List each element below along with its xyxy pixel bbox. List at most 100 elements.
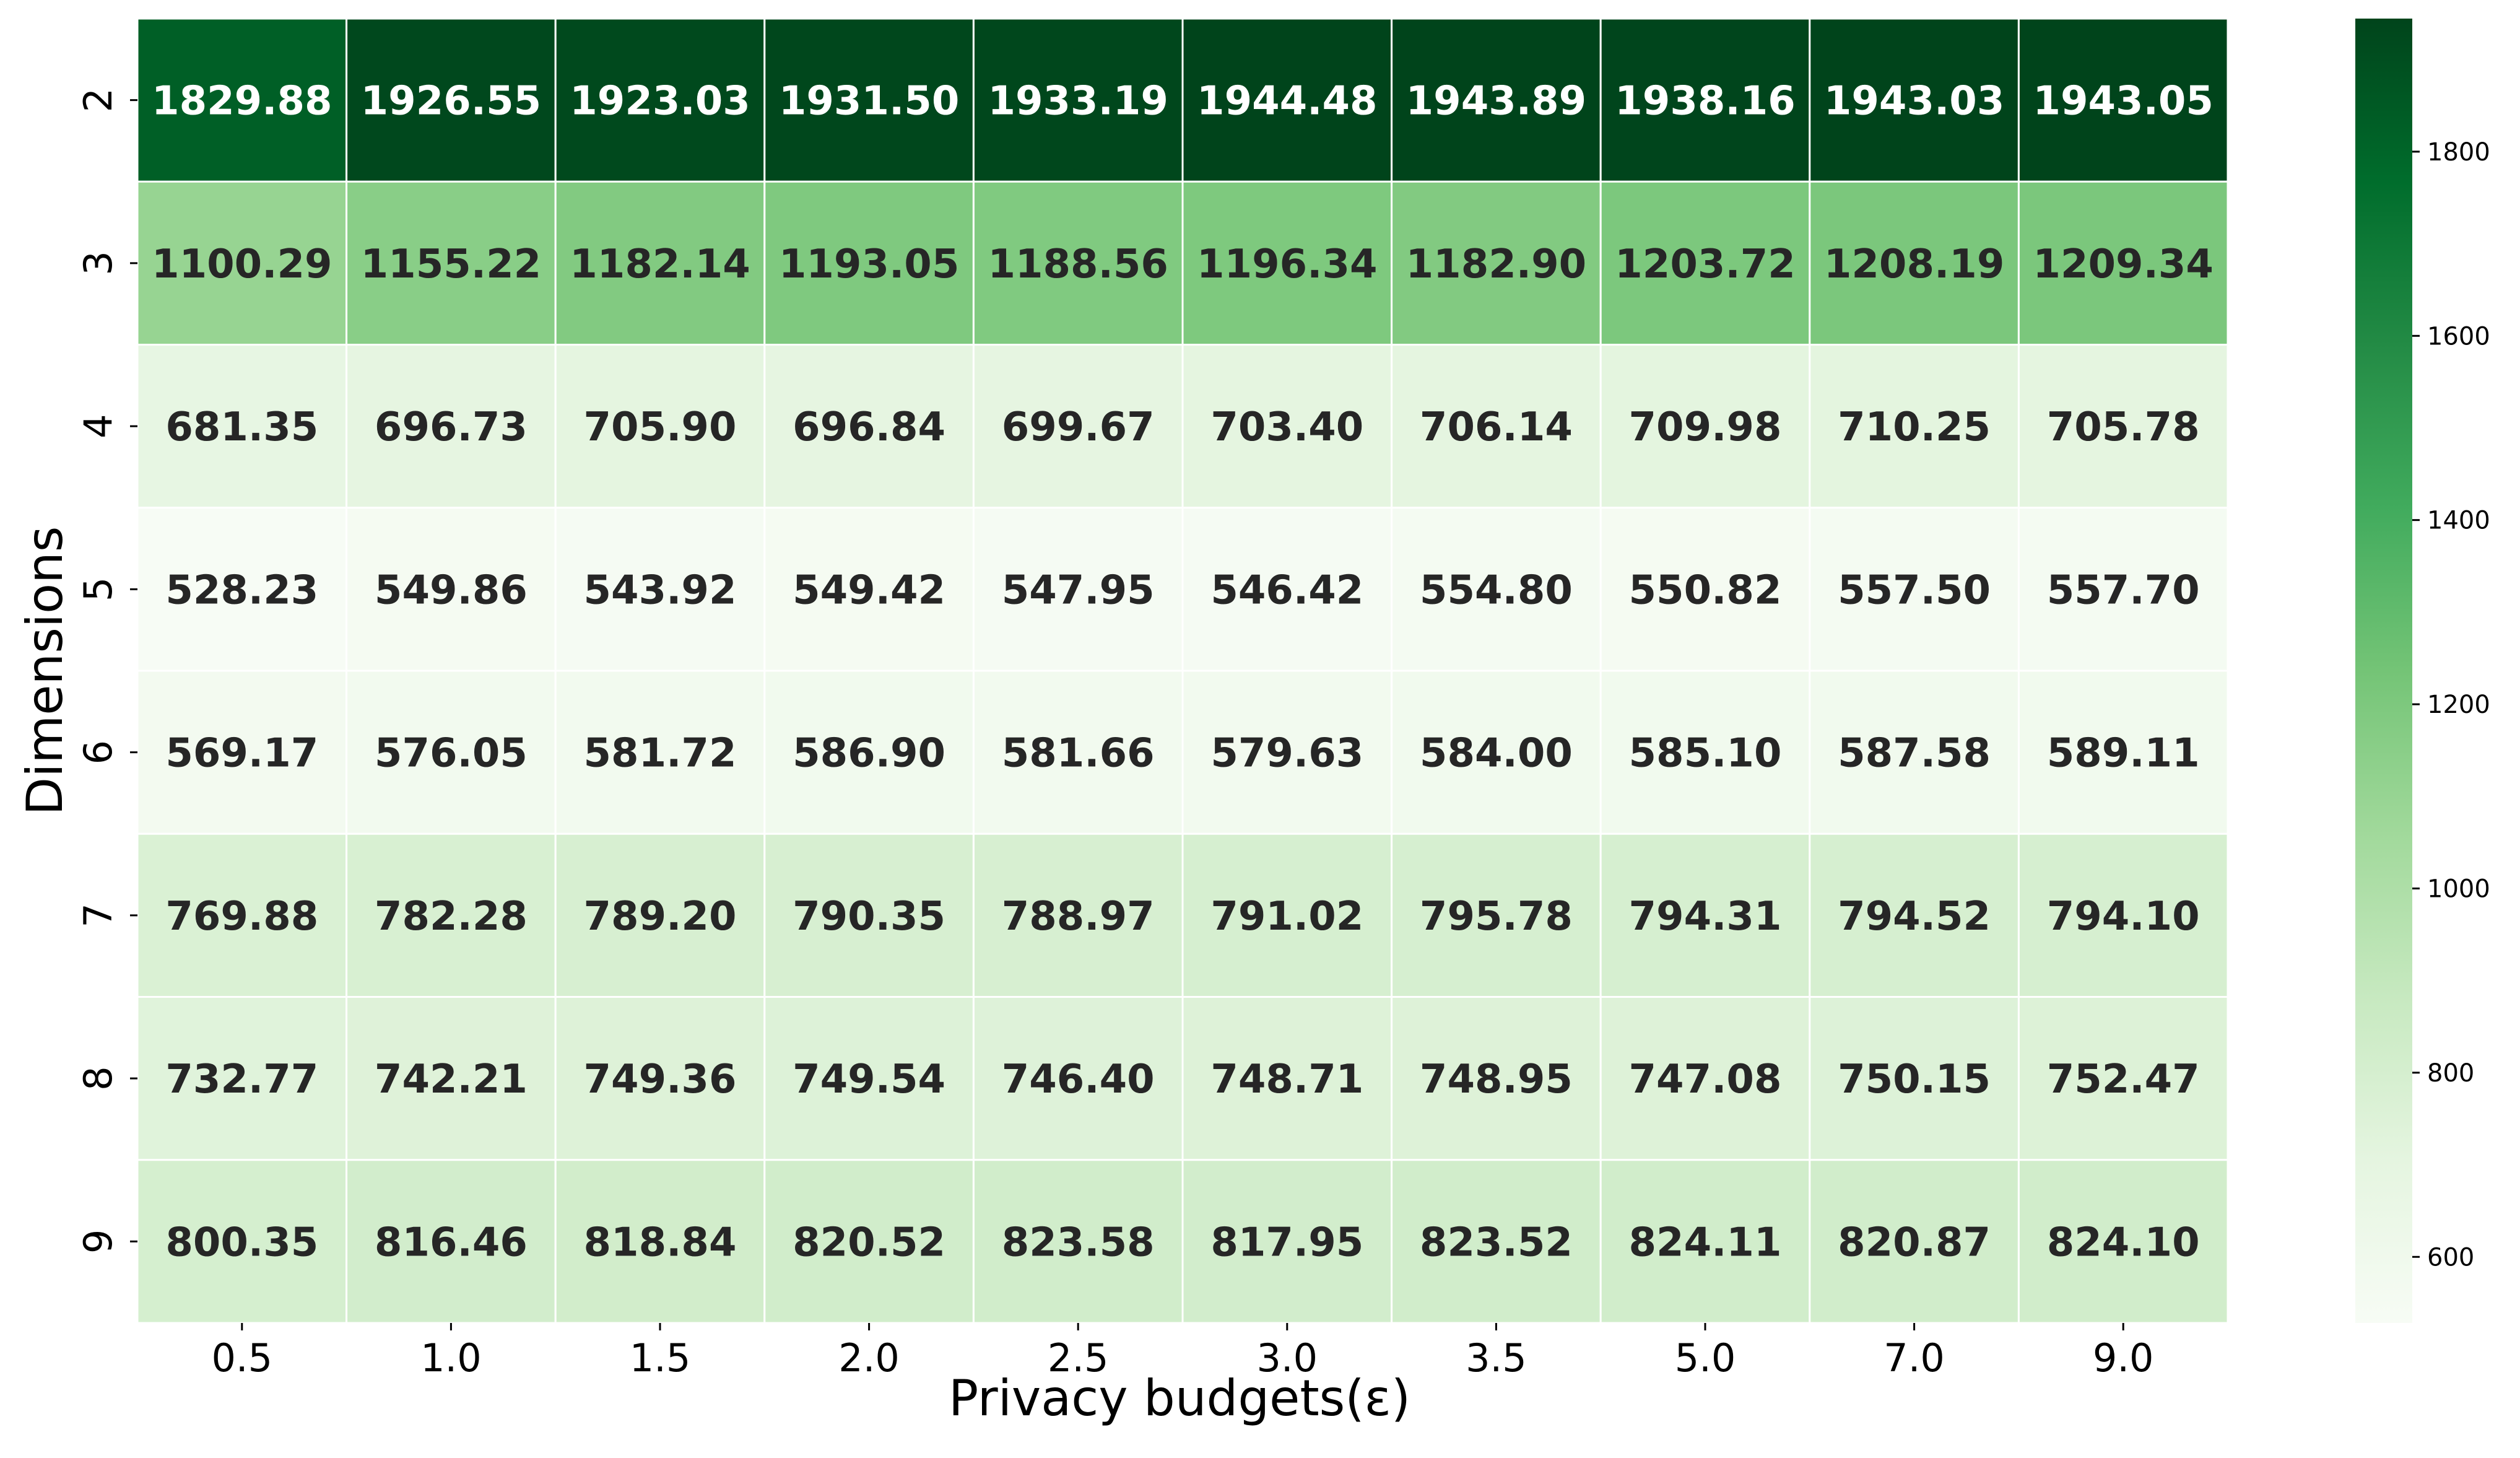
cell-value-label: 710.25 — [1838, 404, 1991, 450]
heatmap-cell — [972, 670, 1184, 835]
cell-value-label: 550.82 — [1629, 567, 1782, 613]
heatmap-cell — [1181, 180, 1393, 346]
cell-value-label: 1182.90 — [1406, 242, 1587, 287]
colorbar-tick-label: 600 — [2427, 1243, 2474, 1272]
cell-value-label: 1188.56 — [988, 242, 1168, 287]
x-tick-label: 1.5 — [630, 1335, 691, 1381]
cell-value-label: 789.20 — [584, 894, 737, 940]
cell-value-label: 589.11 — [2047, 731, 2200, 777]
colorbar-tick-label: 1800 — [2427, 138, 2490, 167]
heatmap-cell — [554, 832, 766, 998]
cell-value-label: 528.23 — [165, 567, 318, 613]
cell-value-label: 788.97 — [1002, 894, 1155, 940]
heatmap-cell — [972, 832, 1184, 998]
heatmap-cell — [1809, 507, 2020, 672]
heatmap-cell — [1181, 996, 1393, 1161]
heatmap-cell — [1809, 996, 2020, 1161]
heatmap-cell — [136, 344, 348, 509]
cell-value-label: 549.86 — [375, 567, 528, 613]
heatmap-cell — [1391, 507, 1602, 672]
cell-value-label: 705.78 — [2047, 404, 2200, 450]
cell-value-label: 748.95 — [1420, 1057, 1573, 1102]
heatmap-cell — [1181, 1159, 1393, 1324]
cell-value-label: 709.98 — [1629, 404, 1782, 450]
heatmap-cell — [763, 17, 975, 183]
cell-value-label: 1209.34 — [2033, 242, 2214, 287]
heatmap-cell — [763, 1159, 975, 1324]
heatmap-cell — [2017, 507, 2229, 672]
x-tick-label: 2.0 — [838, 1335, 900, 1381]
cell-value-label: 1829.88 — [152, 79, 332, 124]
colorbar-ticks: 600 800 1000 1200 1400 1600 1800 — [2412, 138, 2490, 1272]
heatmap-cell — [1809, 670, 2020, 835]
heatmap-cell — [1599, 996, 1811, 1161]
x-tick-label: 0.5 — [211, 1335, 272, 1381]
x-tick-label: 5.0 — [1675, 1335, 1736, 1381]
cell-value-label: 794.10 — [2047, 894, 2200, 940]
cell-value-label: 769.88 — [165, 894, 318, 940]
heatmap-cell — [1181, 507, 1393, 672]
cell-value-label: 1926.55 — [361, 79, 542, 124]
cell-value-label: 800.35 — [165, 1220, 318, 1265]
cell-value-label: 554.80 — [1420, 567, 1573, 613]
cell-value-label: 579.63 — [1210, 731, 1363, 777]
cell-value-label: 581.72 — [584, 731, 737, 777]
cell-value-label: 782.28 — [375, 894, 528, 940]
cell-value-label: 1938.16 — [1615, 79, 1796, 124]
cell-value-label: 706.14 — [1420, 404, 1573, 450]
cell-value-label: 1944.48 — [1197, 79, 1378, 124]
cell-value-label: 585.10 — [1629, 731, 1782, 777]
x-tick-label: 1.0 — [420, 1335, 482, 1381]
cell-value-label: 569.17 — [165, 731, 318, 777]
heatmap-cell — [1391, 996, 1602, 1161]
y-axis-ticks: 2 3 4 5 6 7 8 9 — [76, 88, 137, 1254]
heatmap-cell — [1391, 832, 1602, 998]
heatmap-cell — [1391, 1159, 1602, 1324]
heatmap-cell — [345, 17, 557, 183]
cell-value-label: 824.10 — [2047, 1220, 2200, 1265]
y-tick-label: 5 — [76, 577, 121, 601]
heatmap-cells — [136, 17, 2229, 1324]
heatmap-cell — [1599, 670, 1811, 835]
cell-value-label: 816.46 — [375, 1220, 528, 1265]
cell-value-label: 557.70 — [2047, 567, 2200, 613]
heatmap-cell — [345, 670, 557, 835]
heatmap-cell — [763, 996, 975, 1161]
cell-value-label: 586.90 — [793, 731, 945, 777]
cell-value-label: 794.31 — [1629, 894, 1782, 940]
cell-value-label: 705.90 — [584, 404, 737, 450]
heatmap-cell — [2017, 180, 2229, 346]
heatmap-cell — [972, 1159, 1184, 1324]
cell-value-label: 742.21 — [375, 1057, 528, 1102]
cell-value-label: 584.00 — [1420, 731, 1573, 777]
cell-value-label: 1923.03 — [570, 79, 750, 124]
cell-value-label: 576.05 — [375, 731, 528, 777]
cell-value-label: 703.40 — [1210, 404, 1363, 450]
heatmap-cell — [345, 344, 557, 509]
heatmap-cell — [1599, 17, 1811, 183]
heatmap-cell — [1809, 1159, 2020, 1324]
y-axis-label: Dimensions — [16, 526, 74, 816]
cell-value-label: 823.58 — [1002, 1220, 1155, 1265]
cell-value-label: 823.52 — [1420, 1220, 1573, 1265]
cell-value-label: 794.52 — [1838, 894, 1991, 940]
cell-value-label: 699.67 — [1002, 404, 1155, 450]
cell-value-label: 1193.05 — [779, 242, 960, 287]
y-tick-label: 8 — [76, 1066, 121, 1090]
heatmap-cell — [136, 832, 348, 998]
y-tick-label: 6 — [76, 740, 121, 764]
heatmap-cell — [1391, 670, 1602, 835]
heatmap-cell — [1599, 180, 1811, 346]
cell-value-label: 1196.34 — [1197, 242, 1378, 287]
heatmap-cell — [2017, 17, 2229, 183]
heatmap-cell — [1809, 180, 2020, 346]
x-tick-label: 7.0 — [1883, 1335, 1945, 1381]
cell-value-label: 1943.05 — [2033, 79, 2214, 124]
cell-value-label: 790.35 — [793, 894, 945, 940]
heatmap-cell — [1809, 344, 2020, 509]
cell-value-label: 791.02 — [1210, 894, 1363, 940]
cell-value-label: 696.73 — [375, 404, 528, 450]
colorbar-tick-label: 1600 — [2427, 322, 2490, 351]
cell-value-label: 547.95 — [1002, 567, 1155, 613]
y-tick-label: 9 — [76, 1229, 121, 1254]
